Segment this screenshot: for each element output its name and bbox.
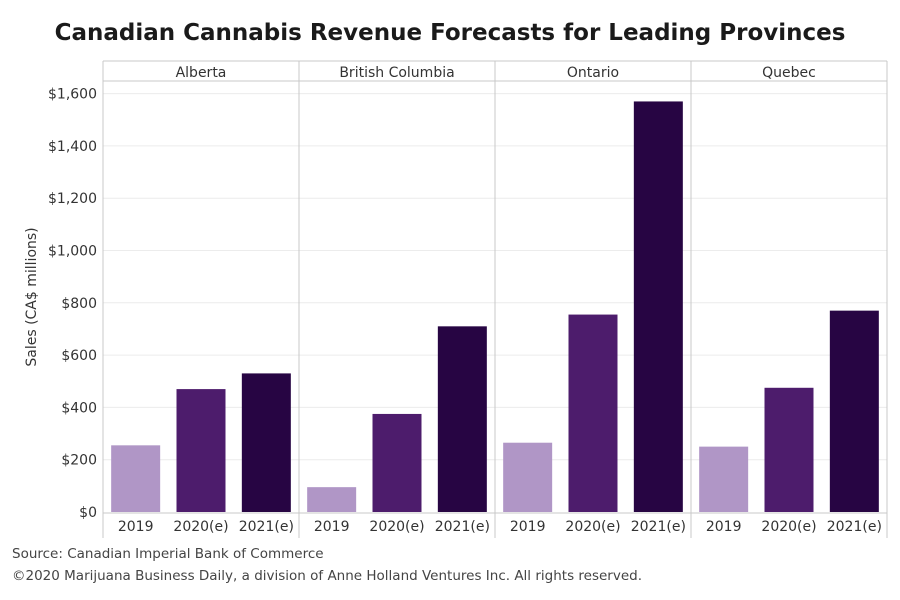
y-tick-label: $1,000 xyxy=(48,244,97,260)
bar xyxy=(764,387,814,512)
bar xyxy=(176,389,226,512)
bar xyxy=(829,310,879,512)
y-tick-label: $400 xyxy=(61,400,97,416)
x-tick-label: 2021(e) xyxy=(827,519,882,535)
x-tick-label: 2020(e) xyxy=(761,519,816,535)
bar xyxy=(437,326,487,512)
bar xyxy=(503,442,553,512)
x-tick-label: 2021(e) xyxy=(631,519,686,535)
x-tick-label: 2019 xyxy=(510,519,546,535)
y-tick-label: $0 xyxy=(79,505,97,521)
y-axis-label: Sales (CA$ millions) xyxy=(24,227,40,366)
y-tick-label: $800 xyxy=(61,296,97,312)
y-tick-label: $600 xyxy=(61,348,97,364)
y-tick-label: $1,200 xyxy=(48,191,97,207)
y-tick-label: $1,400 xyxy=(48,139,97,155)
source-note: Source: Canadian Imperial Bank of Commer… xyxy=(12,546,324,562)
copyright-note: ©2020 Marijuana Business Daily, a divisi… xyxy=(12,568,642,584)
x-tick-label: 2019 xyxy=(118,519,154,535)
chart-title: Canadian Cannabis Revenue Forecasts for … xyxy=(54,20,846,46)
y-tick-label: $1,600 xyxy=(48,87,97,103)
bar xyxy=(307,487,357,512)
bar xyxy=(633,101,683,512)
y-tick-label: $200 xyxy=(61,453,97,469)
bar xyxy=(699,446,749,512)
bar xyxy=(372,413,422,512)
bar xyxy=(111,445,161,512)
panel-header: Ontario xyxy=(567,65,619,81)
panel-header: Alberta xyxy=(176,65,227,81)
bar xyxy=(568,314,618,512)
x-tick-label: 2020(e) xyxy=(173,519,228,535)
x-tick-label: 2020(e) xyxy=(369,519,424,535)
x-tick-label: 2021(e) xyxy=(239,519,294,535)
x-tick-label: 2019 xyxy=(706,519,742,535)
bar-chart: $0 $200 $400 $600 $800 $1,000 $1,200 $1,400 $1,6… xyxy=(24,60,888,538)
panel-header: Quebec xyxy=(762,65,816,81)
x-tick-label: 2021(e) xyxy=(435,519,490,535)
x-tick-label: 2020(e) xyxy=(565,519,620,535)
x-tick-label: 2019 xyxy=(314,519,350,535)
panel-header: British Columbia xyxy=(339,65,454,81)
bar xyxy=(241,373,291,512)
